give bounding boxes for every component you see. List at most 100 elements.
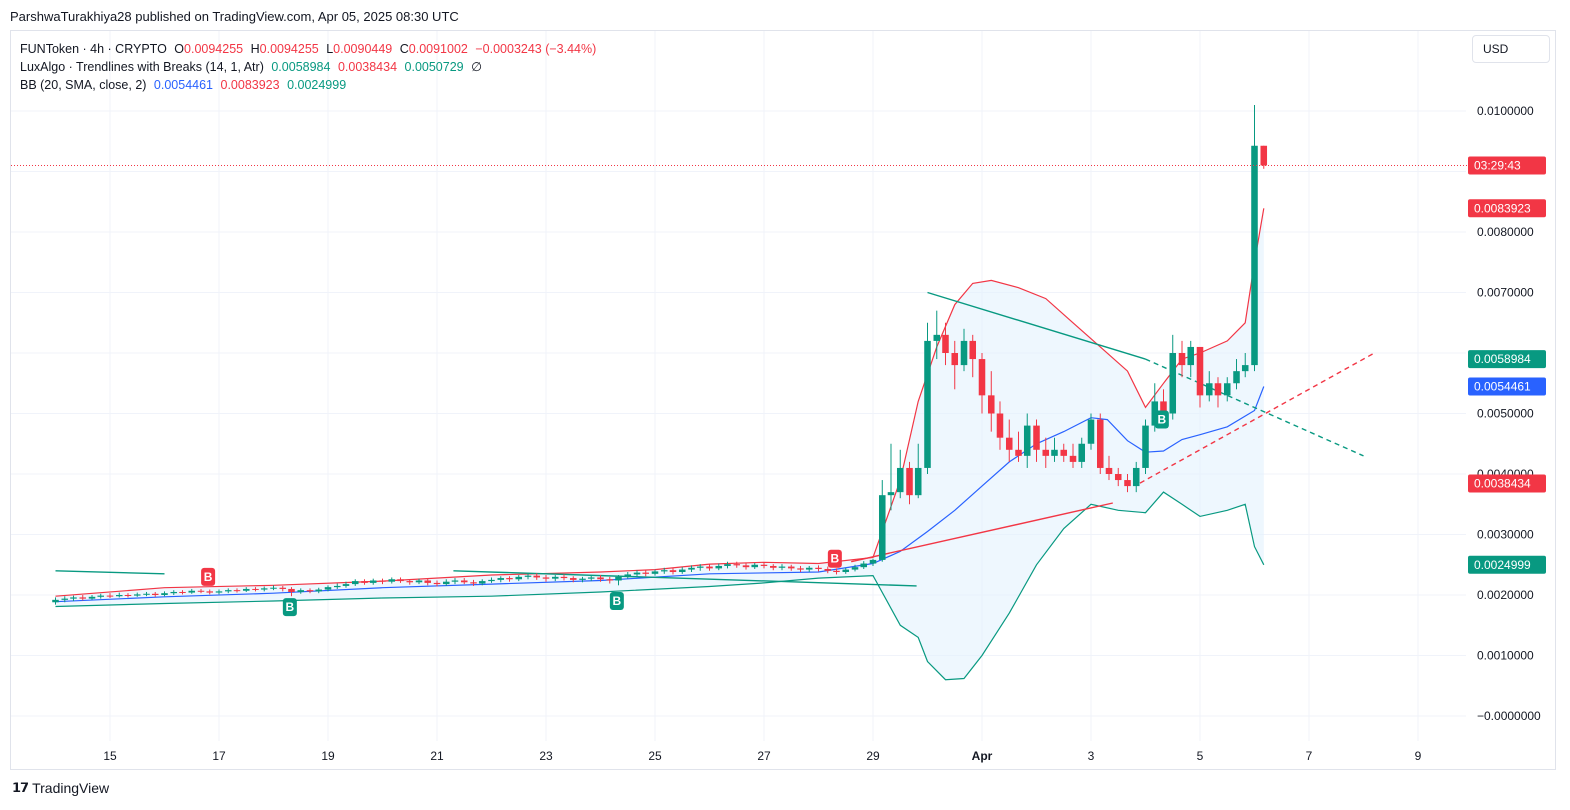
candle-body	[969, 340, 977, 360]
candle-body	[206, 591, 214, 593]
candle-body	[351, 581, 359, 585]
candle-body	[987, 395, 995, 414]
publisher-caption: ParshwaTurakhiya28 published on TradingV…	[10, 9, 459, 24]
candle-body	[742, 565, 750, 568]
candle-body	[760, 564, 768, 566]
open-label: O0.0094255	[174, 42, 244, 56]
candle-body	[515, 576, 523, 580]
time-axis-label: Apr	[972, 749, 993, 763]
candle-body	[560, 576, 568, 579]
price-axis-label: 0.0030000	[1477, 528, 1534, 542]
candle-body	[252, 588, 259, 590]
price-tag-label: 03:29:43	[1474, 158, 1521, 172]
signal-label: B	[286, 600, 295, 614]
candle-body	[215, 591, 223, 593]
candle-body	[70, 597, 77, 599]
candle-body	[833, 570, 840, 573]
candle-body	[633, 572, 641, 575]
signal-label: B	[1158, 413, 1167, 427]
candle-body	[1023, 425, 1031, 456]
trendline	[55, 570, 165, 575]
candle-body	[415, 580, 423, 583]
candle-body	[778, 566, 786, 568]
trendline	[927, 291, 1146, 360]
candle-body	[478, 581, 486, 584]
candle-body	[533, 575, 541, 578]
candle-body	[88, 596, 96, 599]
candle-body	[388, 579, 396, 582]
candle-body	[270, 587, 277, 589]
candle-body	[1223, 383, 1231, 396]
candle-body	[1187, 346, 1195, 366]
time-axis-label: 5	[1197, 749, 1204, 763]
candle-body	[497, 578, 505, 580]
candle-body	[651, 571, 659, 574]
candle-body	[506, 578, 513, 580]
candle-body	[869, 559, 877, 564]
signal-marker	[201, 567, 216, 586]
candle-body	[1105, 467, 1113, 474]
bb-value-lower: 0.0024999	[287, 78, 347, 92]
candle-body	[1051, 449, 1058, 456]
candle-body	[715, 565, 723, 569]
plot-area	[52, 104, 1375, 681]
chart-frame	[10, 30, 1556, 770]
candle-body	[1151, 401, 1159, 426]
candle-body	[1169, 353, 1177, 414]
candle-body	[1015, 449, 1022, 456]
candle-body	[569, 578, 577, 580]
high-value: 0.0094255	[259, 42, 319, 56]
candle-body	[1078, 443, 1086, 462]
candle-body	[115, 595, 123, 597]
trendline	[453, 570, 917, 587]
candle-body	[143, 593, 150, 595]
candle-body	[397, 579, 404, 582]
candle-body	[106, 595, 114, 597]
candle-body	[960, 340, 968, 366]
chart-legend: FUNToken · 4h · CRYPTO O0.0094255 H0.009…	[20, 40, 600, 94]
change-value: −0.0003243 (−3.44%)	[475, 42, 597, 56]
candle-body	[1142, 425, 1149, 468]
time-axis-label: 21	[430, 749, 444, 763]
price-tag-label: 0.0083923	[1474, 201, 1531, 215]
candle-body	[315, 589, 323, 592]
currency-button[interactable]: USD	[1472, 35, 1550, 63]
candle-body	[124, 595, 132, 596]
candle-body	[242, 588, 250, 591]
time-axis-label: 29	[866, 749, 880, 763]
candle-body	[860, 563, 868, 568]
candle-body	[224, 590, 232, 592]
candle-body	[1241, 365, 1249, 372]
bb-value-upper: 0.0083923	[220, 78, 280, 92]
candle-body	[1260, 145, 1268, 166]
candle-body	[751, 564, 759, 568]
candle-body	[606, 579, 614, 581]
candle-body	[1005, 437, 1013, 450]
candle-body	[151, 593, 159, 595]
luxalgo-value-2: 0.0038434	[337, 60, 398, 74]
candle-body	[851, 567, 859, 570]
signal-marker	[1154, 410, 1169, 429]
candle-body	[288, 588, 295, 592]
bb-name: BB (20, SMA, close, 2)	[20, 78, 147, 92]
candle-body	[978, 359, 986, 396]
luxalgo-value-3: 0.0050729	[404, 60, 464, 74]
time-axis-label: 23	[539, 749, 553, 763]
candle-body	[424, 580, 432, 583]
price-axis-label: 0.0080000	[1477, 225, 1534, 239]
candle-body	[1178, 353, 1186, 366]
candle-body	[642, 572, 650, 574]
time-axis-label: 19	[321, 749, 335, 763]
tradingview-logo-text: TradingView	[32, 780, 110, 796]
signal-marker	[282, 598, 297, 617]
candle-body	[542, 577, 550, 579]
candle-body	[406, 581, 414, 583]
tradingview-logo-icon: 𝟭𝟳	[12, 780, 29, 795]
price-tag-label: 0.0038434	[1474, 476, 1531, 490]
candle-body	[696, 566, 704, 568]
candle-body	[906, 467, 913, 496]
candle-body	[1214, 383, 1222, 396]
signal-label: B	[831, 552, 840, 566]
tradingview-logo: 𝟭𝟳 TradingView	[12, 780, 109, 796]
